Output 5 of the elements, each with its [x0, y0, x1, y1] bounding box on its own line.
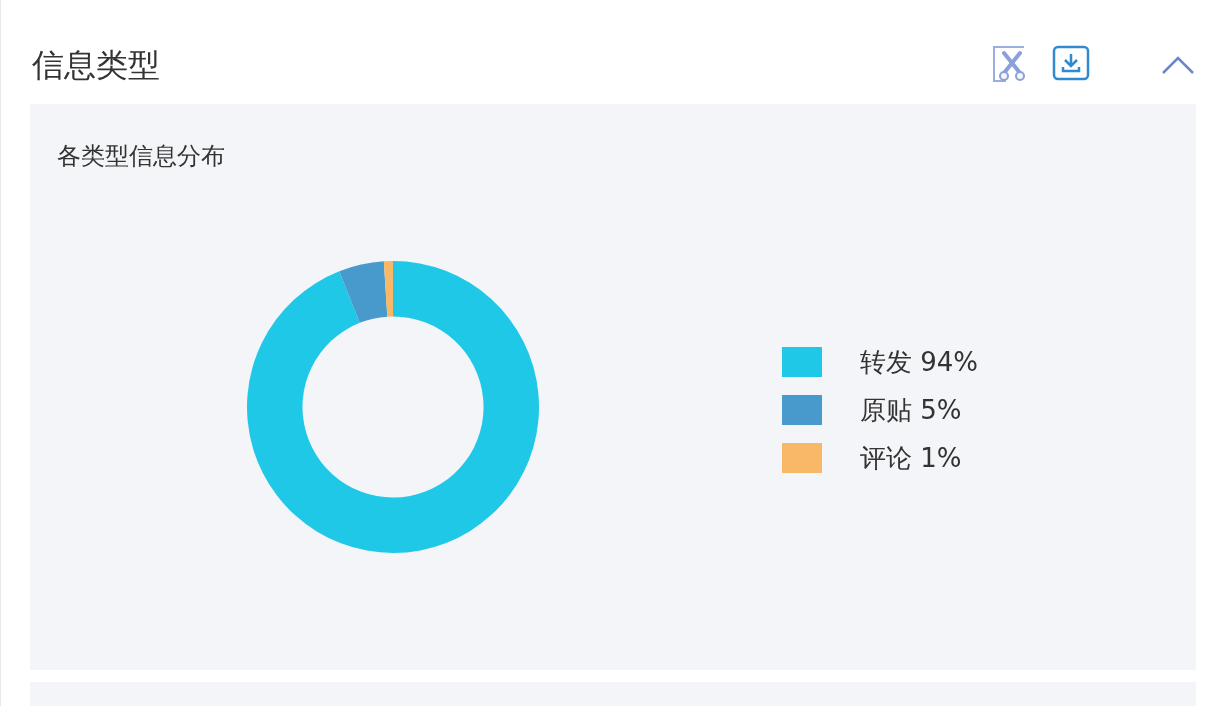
- legend-label: 原贴 5%: [860, 393, 962, 427]
- chart-title: 信息类型: [32, 45, 160, 86]
- legend-label: 转发 94%: [860, 345, 979, 379]
- legend-label: 评论 1%: [860, 441, 962, 475]
- chart-subtitle: 各类型信息分布: [57, 141, 225, 172]
